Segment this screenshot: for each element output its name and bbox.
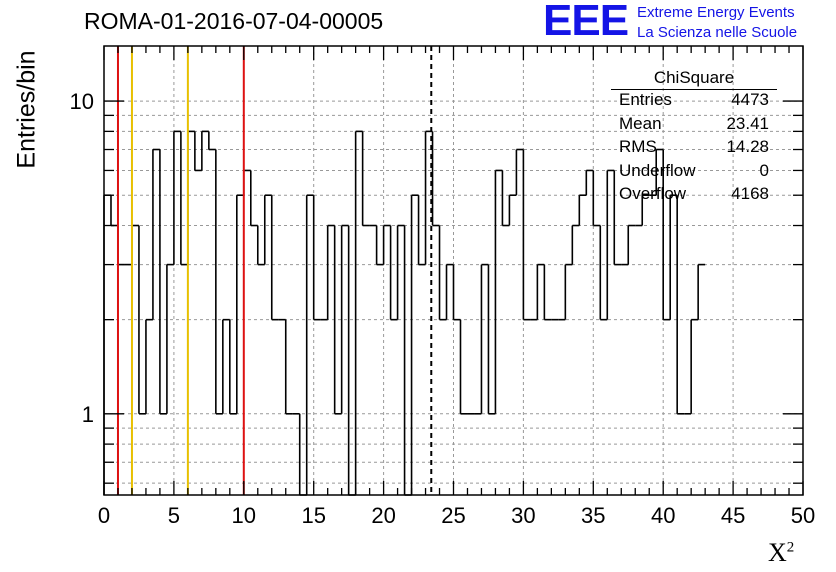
stats-row-rms: RMS 14.28: [619, 137, 769, 156]
axis-tick-labels: 0 5 10 15 20 25 30 35 40 45 50 1 10: [70, 89, 816, 528]
stats-title-rule: [611, 89, 777, 90]
x-tick-label: 45: [721, 503, 745, 528]
y-axis-label: Entries/bin: [12, 50, 41, 169]
run-title: ROMA-01-2016-07-04-00005: [84, 8, 384, 34]
stats-row-underflow: Underflow 0: [619, 160, 769, 180]
stats-row-overflow: Overflow 4168: [619, 184, 769, 203]
x-tick-label: 30: [511, 503, 535, 528]
stats-box: ChiSquare Entries 4473 Mean 23.41 RMS 14.28…: [611, 66, 777, 206]
stats-row-mean: Mean 23.41: [619, 113, 769, 133]
x-tick-label: 35: [581, 503, 605, 528]
stats-row-entries: Entries 4473: [619, 90, 769, 109]
logo-line-1: Extreme Energy Events: [637, 4, 795, 21]
y-tick-label: 10: [70, 89, 94, 114]
x-tick-label: 20: [371, 503, 395, 528]
x-tick-label: 50: [791, 503, 815, 528]
stats-title: ChiSquare: [653, 68, 735, 87]
x-tick-label: 25: [441, 503, 465, 528]
x-tick-label: 0: [98, 503, 110, 528]
x-axis-label: X2: [768, 538, 795, 567]
eee-logo: EEE: [543, 0, 629, 45]
y-tick-label: 1: [82, 402, 94, 427]
logo-line-2: La Scienza nelle Scuole: [637, 24, 798, 41]
marker-lines: [116, 46, 433, 495]
histogram-bars: [103, 130, 706, 496]
axis-ticks: [103, 46, 804, 495]
x-tick-label: 5: [168, 503, 180, 528]
x-tick-label: 15: [301, 503, 325, 528]
x-tick-label: 40: [651, 503, 675, 528]
x-tick-label: 10: [232, 503, 256, 528]
